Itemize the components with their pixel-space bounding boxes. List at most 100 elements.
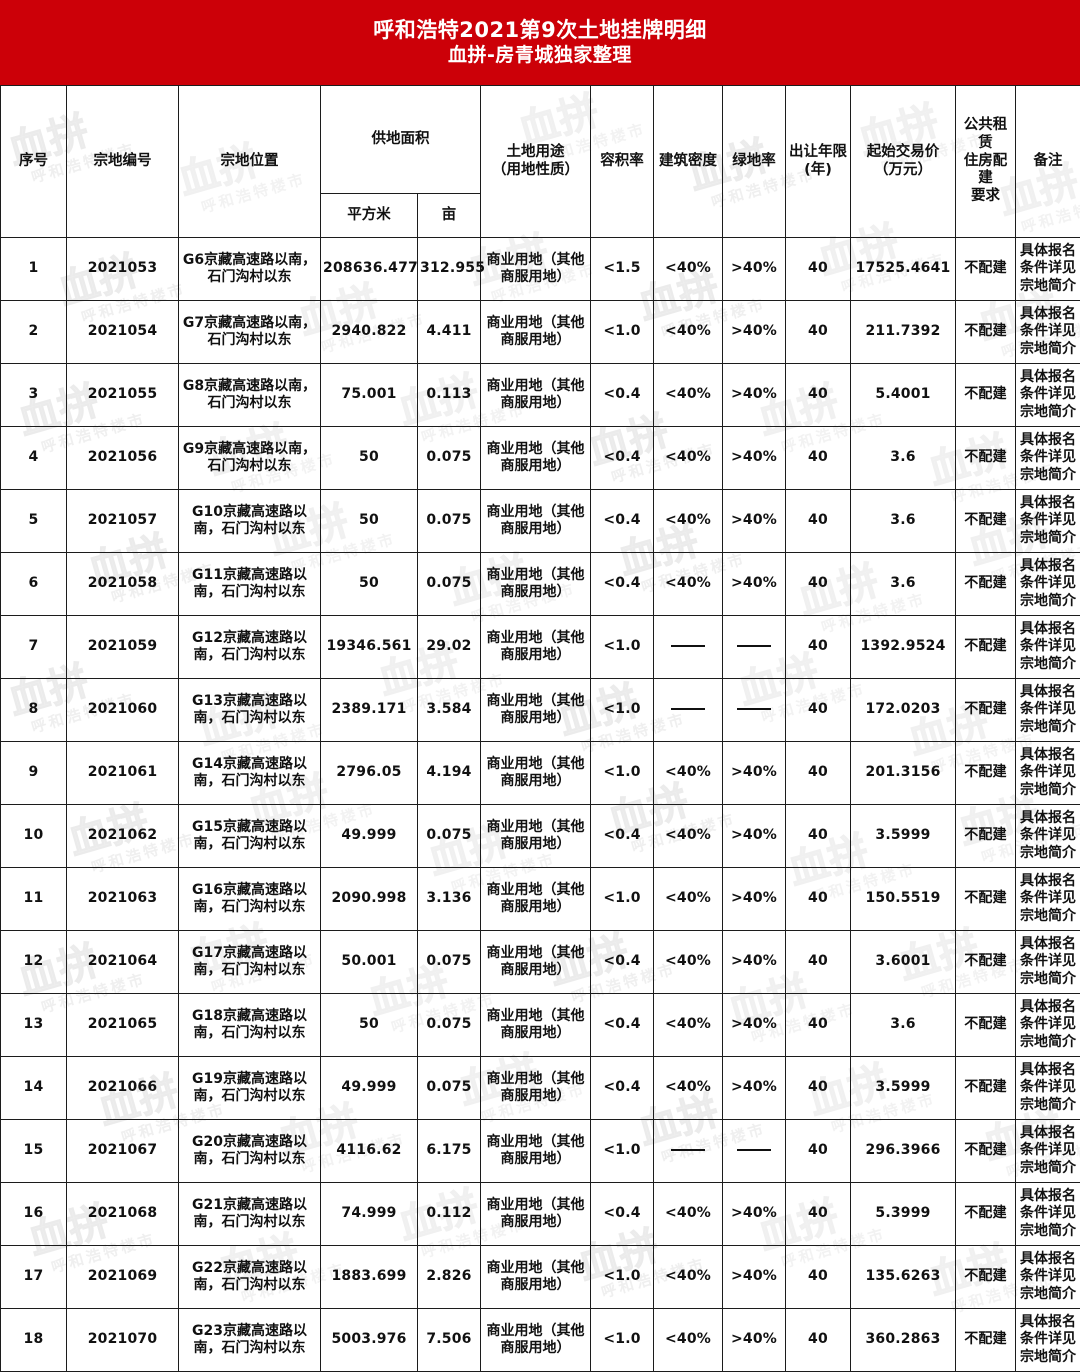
- cell-green-ratio: >40%: [723, 805, 786, 868]
- cell-remark: 具体报名条件详见宗地简介: [1016, 301, 1080, 364]
- cell-land-use-line2: 商服用地）: [483, 332, 588, 349]
- cell-remark-line3: 宗地简介: [1018, 404, 1078, 421]
- cell-land-use-line1: 商业用地（其他: [483, 315, 588, 332]
- cell-start-price: 3.6: [851, 994, 956, 1057]
- cell-start-price: 3.6001: [851, 931, 956, 994]
- cell-remark: 具体报名条件详见宗地简介: [1016, 1246, 1080, 1309]
- cell-land-use-line1: 商业用地（其他: [483, 504, 588, 521]
- col-header-supply-area-mu: 亩: [418, 194, 481, 238]
- cell-location-line2: 石门沟村以东: [181, 395, 318, 412]
- cell-green-ratio: >40%: [723, 490, 786, 553]
- cell-remark-line2: 条件详见: [1018, 701, 1078, 718]
- cell-land-use: 商业用地（其他商服用地）: [481, 1057, 591, 1120]
- cell-land-use: 商业用地（其他商服用地）: [481, 1246, 591, 1309]
- cell-land-use: 商业用地（其他商服用地）: [481, 679, 591, 742]
- cell-land-use-line2: 商服用地）: [483, 1277, 588, 1294]
- cell-public-rental: 不配建: [956, 1057, 1016, 1120]
- cell-remark-line2: 条件详见: [1018, 1268, 1078, 1285]
- col-header-remark: 备注: [1016, 86, 1080, 238]
- cell-parcel-location: G12京藏高速路以南，石门沟村以东: [179, 616, 321, 679]
- cell-parcel-code: 2021058: [67, 553, 179, 616]
- cell-land-use-line1: 商业用地（其他: [483, 1260, 588, 1277]
- cell-no: 10: [1, 805, 67, 868]
- cell-land-use: 商业用地（其他商服用地）: [481, 1309, 591, 1372]
- cell-term-years: 40: [786, 1309, 851, 1372]
- cell-parcel-location: G15京藏高速路以南，石门沟村以东: [179, 805, 321, 868]
- cell-remark-line1: 具体报名: [1018, 936, 1078, 953]
- cell-land-use-line1: 商业用地（其他: [483, 882, 588, 899]
- cell-land-use-line2: 商服用地）: [483, 836, 588, 853]
- cell-remark-line3: 宗地简介: [1018, 530, 1078, 547]
- cell-remark: 具体报名条件详见宗地简介: [1016, 805, 1080, 868]
- cell-remark-line1: 具体报名: [1018, 1188, 1078, 1205]
- cell-land-use-line1: 商业用地（其他: [483, 441, 588, 458]
- cell-remark-line1: 具体报名: [1018, 999, 1078, 1016]
- cell-public-rental: 不配建: [956, 301, 1016, 364]
- cell-public-rental: 不配建: [956, 238, 1016, 301]
- cell-land-use-line1: 商业用地（其他: [483, 756, 588, 773]
- cell-far: <1.0: [591, 1120, 654, 1183]
- cell-parcel-location: G23京藏高速路以南，石门沟村以东: [179, 1309, 321, 1372]
- cell-location-line1: G11京藏高速路以: [181, 567, 318, 584]
- cell-land-use-line2: 商服用地）: [483, 710, 588, 727]
- cell-public-rental: 不配建: [956, 805, 1016, 868]
- cell-parcel-location: G10京藏高速路以南，石门沟村以东: [179, 490, 321, 553]
- cell-remark-line2: 条件详见: [1018, 386, 1078, 403]
- dash-icon: [671, 1149, 705, 1151]
- cell-start-price: 135.6263: [851, 1246, 956, 1309]
- cell-area-sqm: 74.999: [321, 1183, 418, 1246]
- cell-location-line2: 南，石门沟村以东: [181, 1025, 318, 1042]
- cell-location-line1: G19京藏高速路以: [181, 1071, 318, 1088]
- table-header: 序号 宗地编号 宗地位置 供地面积 土地用途 （用地性质） 容积率 建筑密度 绿…: [1, 86, 1080, 238]
- cell-area-sqm: 4116.62: [321, 1120, 418, 1183]
- cell-area-mu: 29.02: [418, 616, 481, 679]
- cell-parcel-location: G14京藏高速路以南，石门沟村以东: [179, 742, 321, 805]
- dash-icon: [737, 645, 771, 647]
- cell-remark-line1: 具体报名: [1018, 432, 1078, 449]
- col-header-supply-area: 供地面积: [321, 86, 481, 194]
- cell-land-use: 商业用地（其他商服用地）: [481, 427, 591, 490]
- cell-term-years: 40: [786, 238, 851, 301]
- cell-no: 2: [1, 301, 67, 364]
- cell-area-sqm: 2796.05: [321, 742, 418, 805]
- cell-land-use: 商业用地（其他商服用地）: [481, 1120, 591, 1183]
- cell-land-use-line2: 商服用地）: [483, 647, 588, 664]
- cell-area-mu: 0.075: [418, 805, 481, 868]
- cell-parcel-location: G8京藏高速路以南，石门沟村以东: [179, 364, 321, 427]
- cell-green-ratio: >40%: [723, 238, 786, 301]
- cell-remark-line3: 宗地简介: [1018, 1034, 1078, 1051]
- cell-area-mu: 0.075: [418, 427, 481, 490]
- cell-location-line1: G9京藏高速路以南，: [181, 441, 318, 458]
- cell-green-ratio: [723, 1120, 786, 1183]
- cell-area-sqm: 50: [321, 994, 418, 1057]
- cell-land-use-line2: 商服用地）: [483, 269, 588, 286]
- cell-area-sqm: 49.999: [321, 1057, 418, 1120]
- cell-remark-line2: 条件详见: [1018, 1142, 1078, 1159]
- cell-far: <0.4: [591, 1057, 654, 1120]
- cell-land-use-line2: 商服用地）: [483, 1340, 588, 1357]
- cell-parcel-location: G9京藏高速路以南，石门沟村以东: [179, 427, 321, 490]
- col-header-term-line2: (年): [788, 162, 848, 180]
- cell-parcel-code: 2021067: [67, 1120, 179, 1183]
- cell-green-ratio: >40%: [723, 1183, 786, 1246]
- cell-land-use-line2: 商服用地）: [483, 1025, 588, 1042]
- col-header-land-use-line2: （用地性质）: [483, 162, 588, 180]
- cell-green-ratio: >40%: [723, 1309, 786, 1372]
- cell-building-density: <40%: [654, 364, 723, 427]
- cell-green-ratio: >40%: [723, 994, 786, 1057]
- cell-far: <1.0: [591, 742, 654, 805]
- cell-building-density: [654, 679, 723, 742]
- cell-term-years: 40: [786, 742, 851, 805]
- land-listing-table: 序号 宗地编号 宗地位置 供地面积 土地用途 （用地性质） 容积率 建筑密度 绿…: [0, 85, 1080, 1372]
- cell-remark: 具体报名条件详见宗地简介: [1016, 1309, 1080, 1372]
- cell-area-sqm: 1883.699: [321, 1246, 418, 1309]
- cell-start-price: 1392.9524: [851, 616, 956, 679]
- cell-remark: 具体报名条件详见宗地简介: [1016, 238, 1080, 301]
- cell-far: <0.4: [591, 994, 654, 1057]
- cell-green-ratio: >40%: [723, 427, 786, 490]
- cell-no: 4: [1, 427, 67, 490]
- cell-building-density: <40%: [654, 1246, 723, 1309]
- cell-land-use-line2: 商服用地）: [483, 458, 588, 475]
- cell-remark: 具体报名条件详见宗地简介: [1016, 616, 1080, 679]
